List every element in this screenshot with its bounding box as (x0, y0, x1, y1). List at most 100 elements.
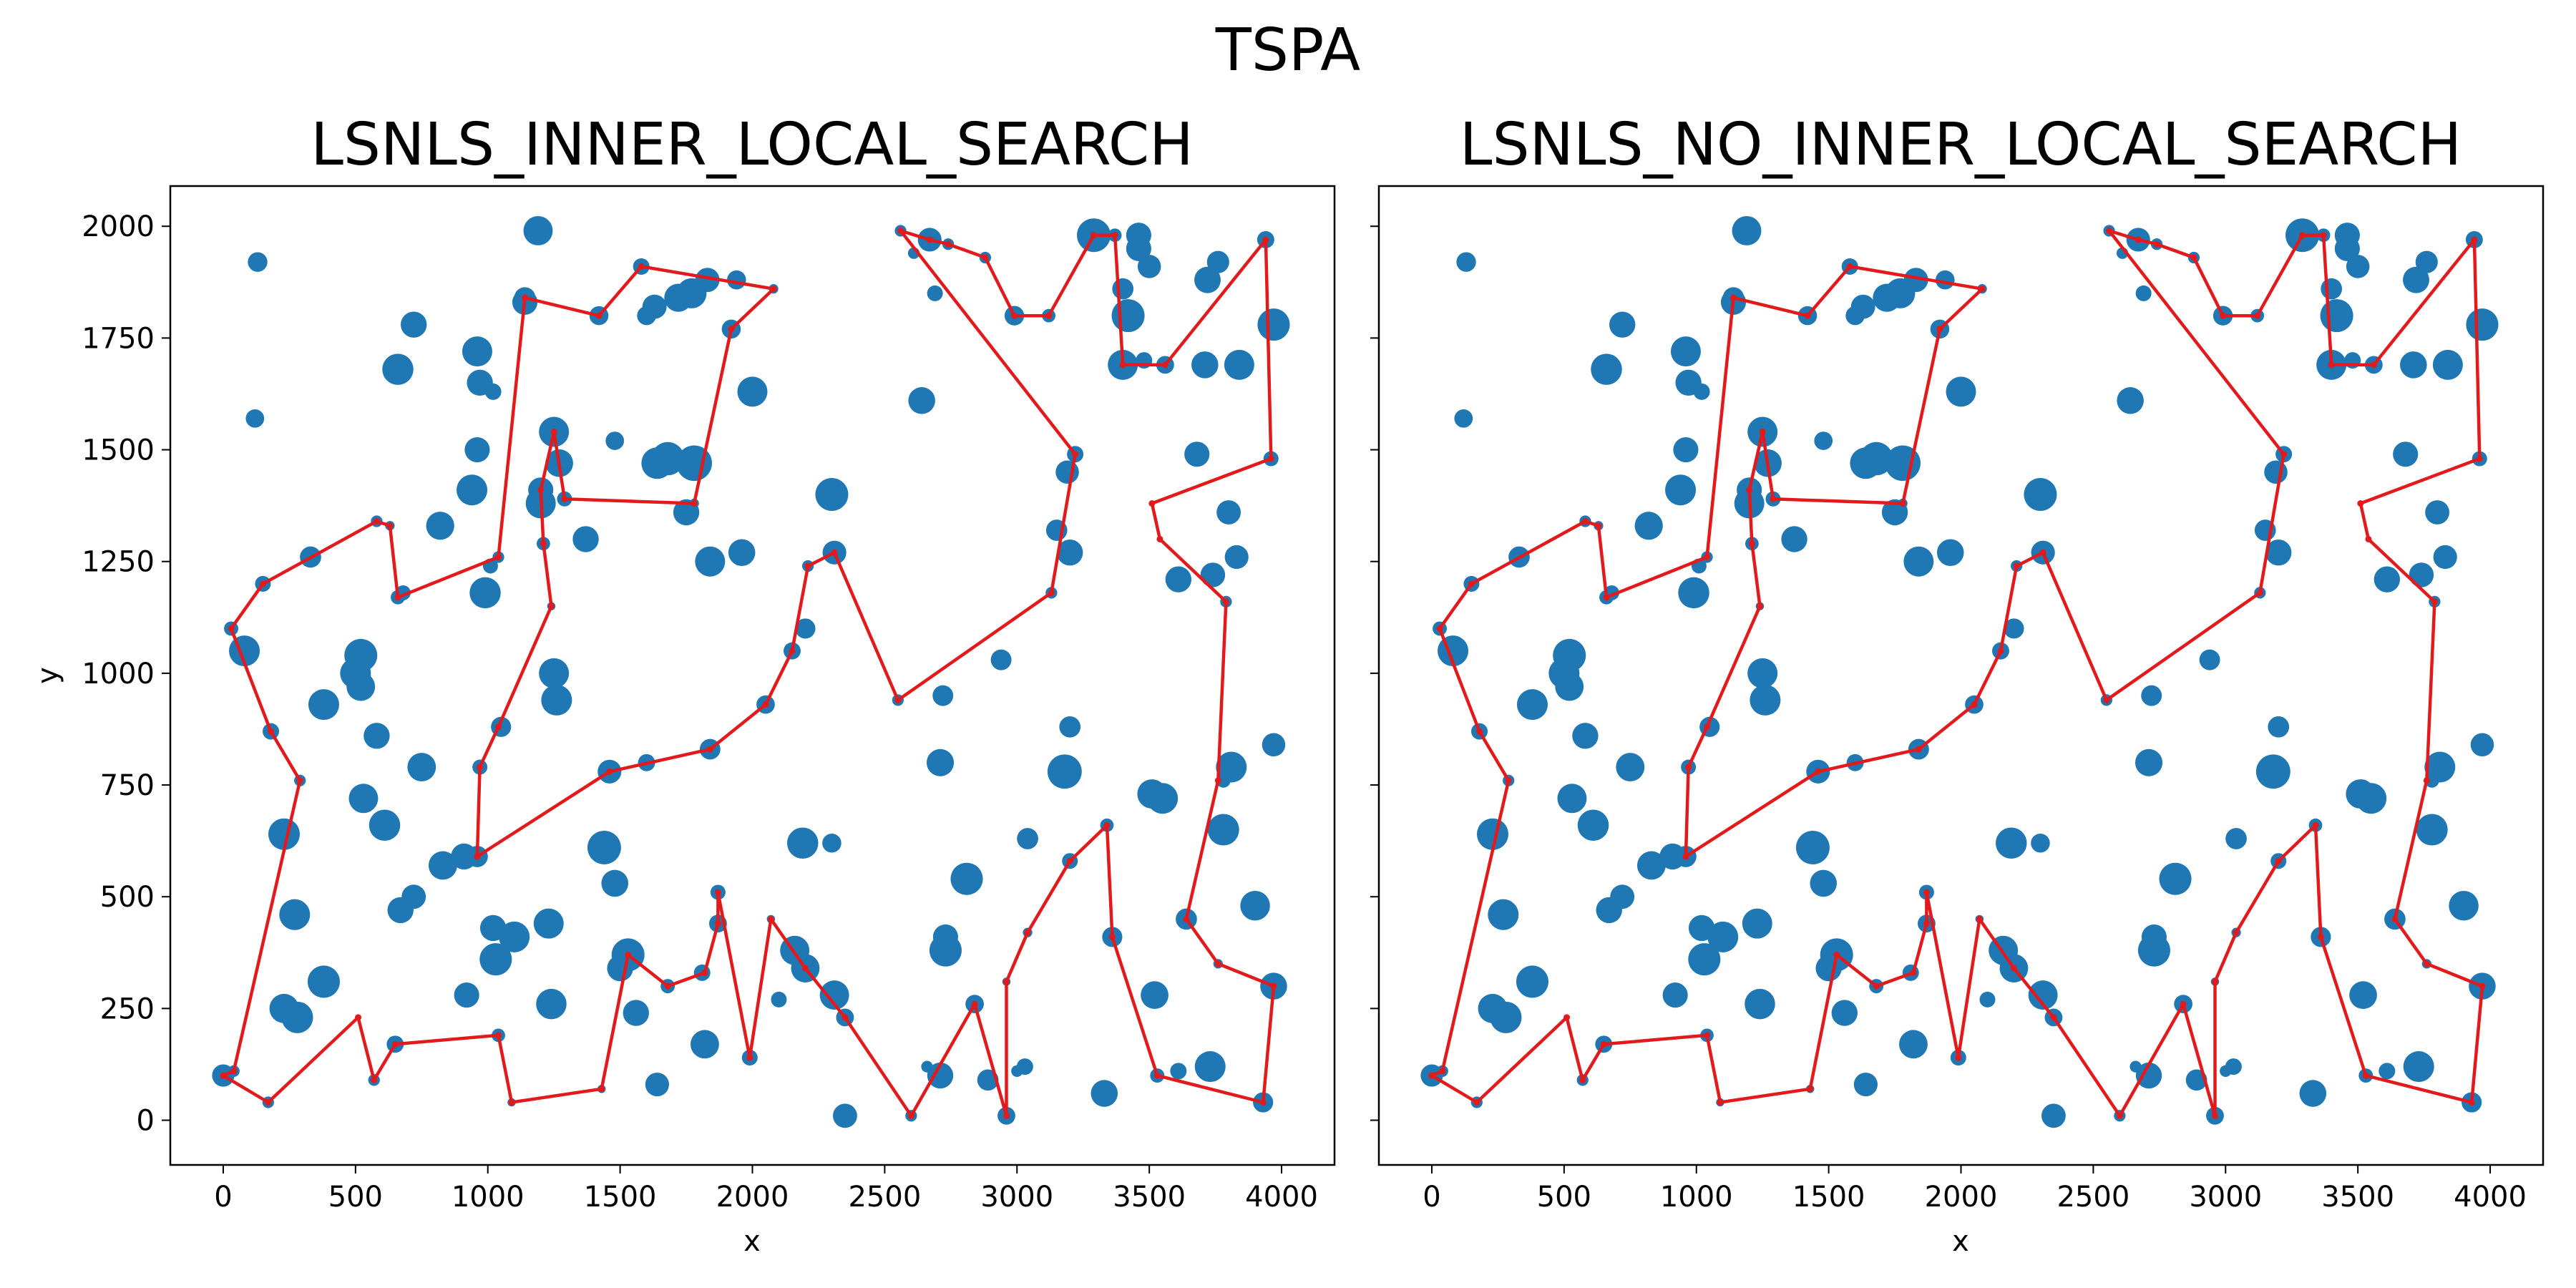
scatter-point (1815, 955, 1842, 982)
route-node (2013, 562, 2020, 570)
scatter-point (1224, 545, 1249, 570)
route-node (1971, 701, 1978, 708)
scatter-point (2141, 924, 2167, 950)
scatter-point (1016, 1058, 1033, 1075)
scatter-point (1745, 988, 1775, 1020)
route-node (1214, 777, 1221, 784)
route-node (1704, 1032, 1711, 1039)
scatter-point (1456, 252, 1476, 272)
route-node (907, 1112, 914, 1119)
route-node (474, 853, 481, 860)
y-tick-label: 750 (100, 769, 155, 802)
route-node (971, 1000, 978, 1008)
scatter-point (1191, 351, 1219, 379)
route-node (2050, 1014, 2057, 1021)
route-node (1579, 1076, 1586, 1083)
x-tick-label: 1500 (584, 1181, 657, 1214)
route-node (1091, 232, 1098, 239)
route-node (1936, 326, 1943, 333)
scatter-point (1257, 308, 1290, 341)
scatter-point (245, 409, 265, 428)
route-node (1066, 857, 1073, 864)
route-node (706, 746, 713, 753)
route-node (1011, 312, 1018, 319)
route-node (2233, 929, 2240, 936)
scatter-point (1853, 1072, 1878, 1097)
scatter-point (601, 869, 628, 897)
route-node (2423, 960, 2430, 967)
route-node (2254, 312, 2261, 319)
scatter-point (1240, 890, 1270, 921)
x-tick-label: 500 (328, 1181, 383, 1214)
scatter-point (1634, 512, 1663, 540)
scatter-point (1665, 474, 1697, 506)
route-node (2299, 232, 2306, 239)
scatter-point (2135, 285, 2152, 301)
scatter-point (523, 215, 553, 245)
scatter-point (469, 577, 501, 609)
scatter-point (541, 684, 572, 716)
route-node (495, 723, 502, 731)
route-node (625, 951, 632, 958)
x-tick-label: 2000 (716, 1181, 789, 1214)
scatter-point (1047, 754, 1082, 789)
route-node (1923, 920, 1930, 927)
scatter-point (1165, 566, 1192, 592)
scatter-point (908, 387, 935, 414)
route-node (926, 236, 933, 243)
scatter-point (268, 818, 301, 850)
route-node (386, 522, 394, 530)
scatter-point (407, 753, 436, 781)
route-node (1955, 1054, 1962, 1061)
route-node (1024, 929, 1031, 936)
scatter-point (2409, 562, 2434, 587)
scatter-point (1017, 828, 1038, 849)
scatter-point (2373, 566, 2401, 592)
scatter-point (2028, 980, 2058, 1010)
scatter-point (1979, 991, 1996, 1008)
scatter-point (2321, 278, 2343, 300)
scatter-point (369, 809, 401, 841)
route-node (2423, 777, 2430, 784)
left-axes-ylabel: y (31, 667, 64, 684)
scatter-point (1126, 223, 1151, 248)
route-node (1581, 517, 1589, 525)
route-node (1915, 746, 1922, 753)
scatter-point (2449, 890, 2479, 921)
scatter-point (771, 991, 787, 1008)
scatter-point (926, 748, 955, 776)
scatter-point (2299, 1080, 2327, 1107)
scatter-point (1936, 539, 1964, 566)
scatter-point (2403, 266, 2429, 293)
route-node (1748, 540, 1755, 547)
scatter-point (1688, 943, 1721, 976)
route-node (373, 517, 380, 525)
route-node (1183, 915, 1190, 922)
route-node (1156, 535, 1163, 542)
scatter-point (2159, 862, 2192, 895)
x-tick-label: 4000 (1245, 1181, 1318, 1214)
scatter-point (1112, 278, 1134, 300)
scatter-point (691, 1030, 719, 1059)
route-node (2103, 696, 2110, 703)
route-node (1704, 553, 1711, 560)
scatter-point (1814, 431, 1833, 450)
route-node (228, 625, 235, 632)
scatter-point (637, 306, 656, 326)
scatter-point (2356, 783, 2387, 814)
route-node (1979, 286, 1986, 293)
route-node (1746, 487, 1753, 494)
route-node (1259, 1099, 1267, 1106)
x-tick-label: 3000 (2189, 1181, 2262, 1214)
scatter-point (1091, 1080, 1118, 1107)
scatter-point (2225, 1058, 2242, 1075)
scatter-point (1707, 921, 1739, 952)
scatter-point (1675, 369, 1702, 396)
route-node (2211, 1112, 2218, 1119)
route-node (2275, 857, 2282, 864)
route-node (1214, 960, 1221, 967)
scatter-point (1795, 831, 1830, 864)
y-tick-label: 250 (100, 992, 155, 1025)
scatter-point (2117, 387, 2144, 414)
scatter-point (1673, 436, 1699, 463)
